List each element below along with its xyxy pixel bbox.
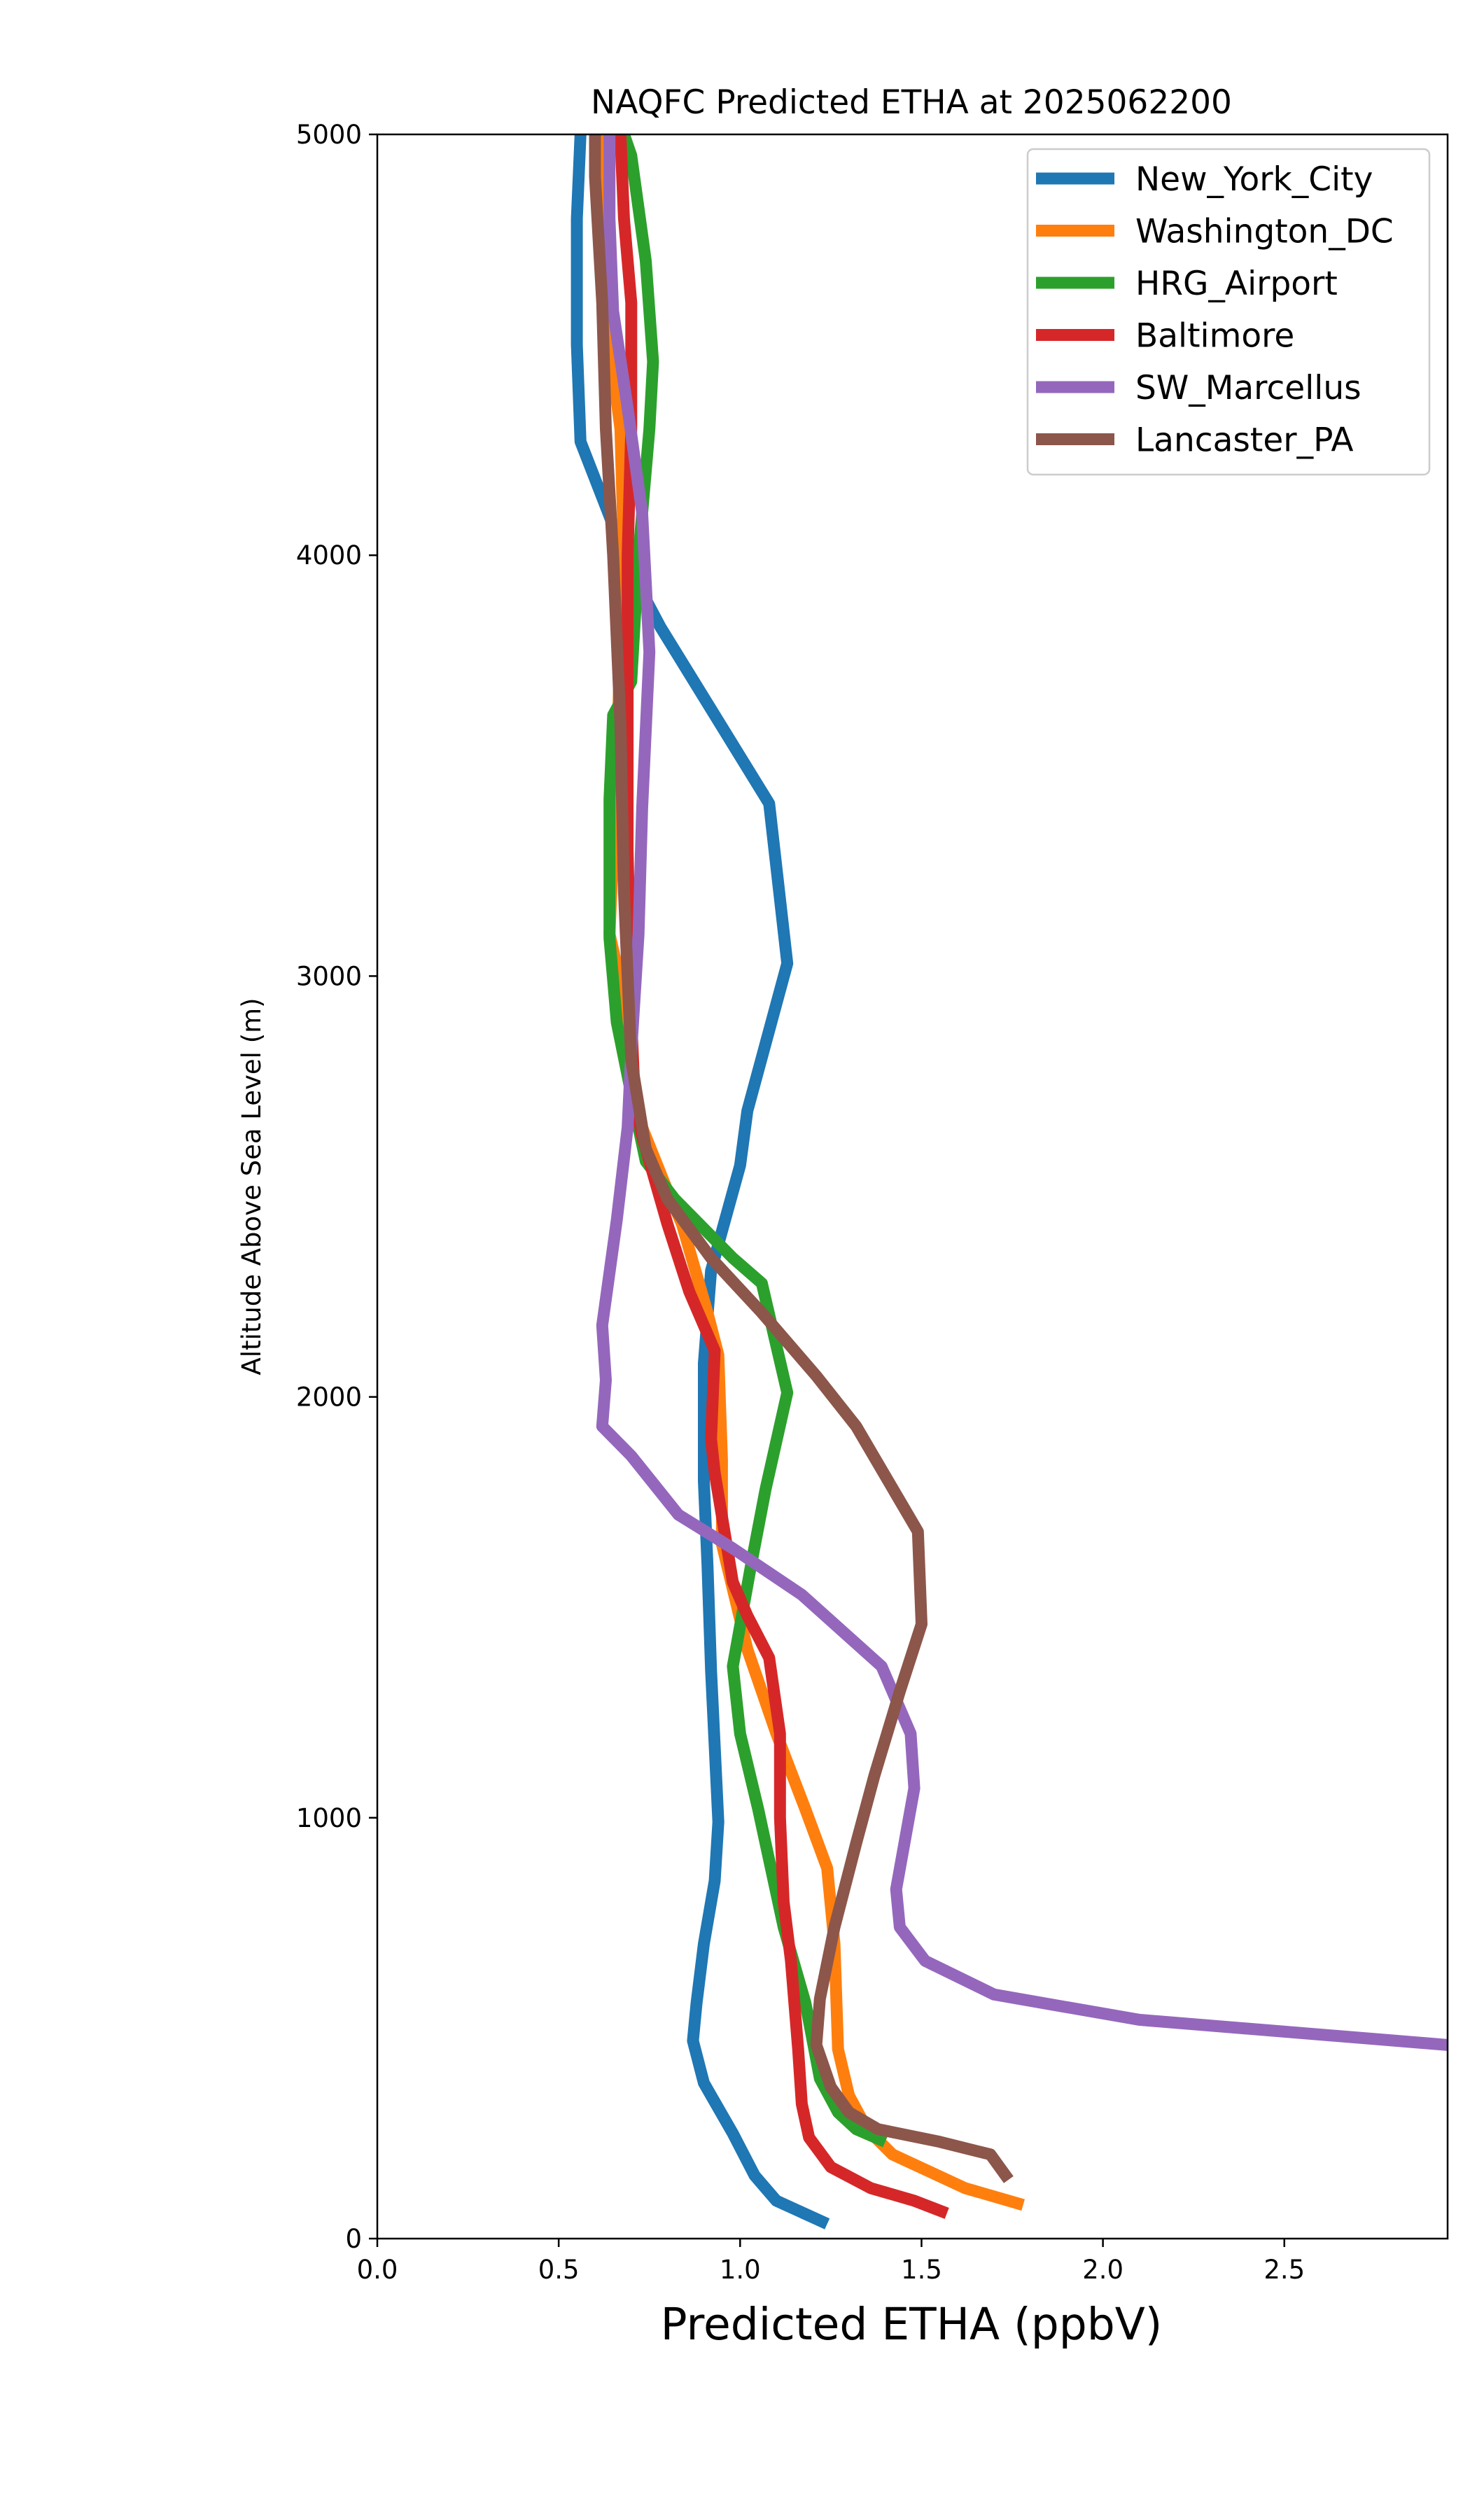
legend-label-lancaster-pa: Lancaster_PA [1135, 421, 1354, 460]
y-tick-label: 2000 [296, 1382, 362, 1413]
series-layer [570, 134, 1448, 2230]
series-line-lancaster-pa [589, 134, 1014, 2183]
x-tick-label: 0.5 [538, 2255, 580, 2285]
legend: New_York_City Washington_DC HRG_Airport Bal… [1026, 148, 1431, 476]
legend-frame [1026, 148, 1431, 476]
x-tick-label: 1.5 [901, 2255, 942, 2285]
x-tick-label: 2.0 [1082, 2255, 1124, 2285]
legend-label-new-york-city: New_York_City [1135, 160, 1373, 199]
plot-area-frame [376, 133, 1449, 2240]
y-tick-label: 5000 [296, 120, 362, 150]
chart-title: NAQFC Predicted ETHA at 2025062200 [591, 83, 1232, 122]
y-axis-ticks: 0 1000 2000 3000 4000 5000 [296, 120, 377, 2254]
x-tick-label: 1.0 [720, 2255, 761, 2285]
y-tick-label: 1000 [296, 1803, 362, 1833]
x-tick-label: 0.0 [357, 2255, 398, 2285]
x-axis-label: Predicted ETHA (ppbV) [661, 2299, 1163, 2350]
series-line-baltimore [614, 134, 949, 2219]
legend-label-hrg-airport: HRG_Airport [1135, 265, 1338, 303]
x-axis-ticks: 0.0 0.5 1.0 1.5 2.0 2.5 [357, 2239, 1305, 2285]
legend-label-washington-dc: Washington_DC [1135, 213, 1394, 251]
y-tick-label: 4000 [296, 540, 362, 570]
legend-label-baltimore: Baltimore [1135, 317, 1294, 356]
legend-items: New_York_City Washington_DC HRG_Airport Bal… [1036, 160, 1394, 460]
y-tick-label: 3000 [296, 961, 362, 991]
legend-label-sw-marcellus: SW_Marcellus [1135, 369, 1362, 407]
y-tick-label: 0 [345, 2224, 362, 2254]
series-line-sw-marcellus [596, 134, 1448, 2051]
x-tick-label: 2.5 [1264, 2255, 1305, 2285]
y-axis-label: Altitude Above Sea Level (m) [237, 997, 267, 1375]
